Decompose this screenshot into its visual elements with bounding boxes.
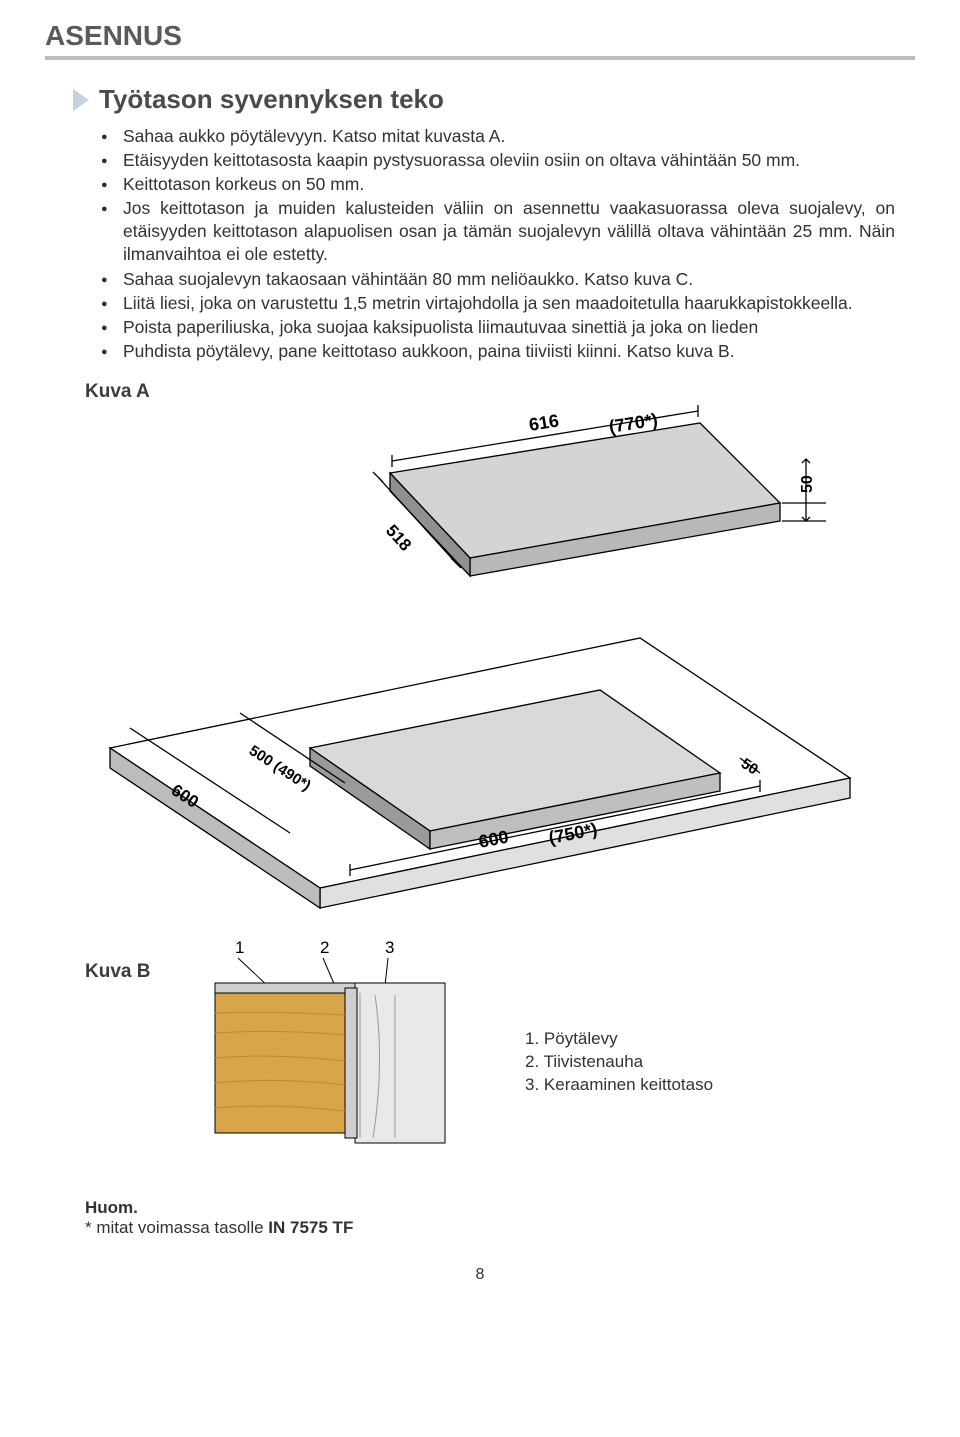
bullet-item: ●Poista paperiliuska, joka suojaa kaksip…	[101, 316, 895, 339]
bullet-dot-icon: ●	[101, 197, 123, 266]
dim-518: 518	[382, 521, 415, 555]
figure-b-label: Kuva B	[85, 933, 185, 1168]
bullet-text: Poista paperiliuska, joka suojaa kaksipu…	[123, 316, 895, 339]
bullet-item: ●Puhdista pöytälevy, pane keittotaso auk…	[101, 340, 895, 363]
bullet-item: ●Keittotason korkeus on 50 mm.	[101, 173, 895, 196]
bullet-text: Liitä liesi, joka on varustettu 1,5 metr…	[123, 292, 895, 315]
bullet-dot-icon: ●	[101, 173, 123, 196]
legend-item: 3. Keraaminen keittotaso	[525, 1074, 713, 1097]
bullet-text: Jos keittotason ja muiden kalusteiden vä…	[123, 197, 895, 266]
divider	[45, 56, 915, 60]
callout-3: 3	[385, 938, 394, 957]
bullet-item: ●Liitä liesi, joka on varustettu 1,5 met…	[101, 292, 895, 315]
diagram-b: 1 2 3	[185, 933, 475, 1168]
bullet-item: ●Sahaa suojalevyn takaosaan vähintään 80…	[101, 268, 895, 291]
bullet-dot-icon: ●	[101, 149, 123, 172]
arrow-icon	[73, 89, 89, 111]
bullet-item: ●Jos keittotason ja muiden kalusteiden v…	[101, 197, 895, 266]
callout-1: 1	[235, 938, 244, 957]
note-body: * mitat voimassa tasolle IN 7575 TF	[85, 1218, 915, 1238]
bullet-dot-icon: ●	[101, 268, 123, 291]
section-title: ASENNUS	[45, 20, 915, 52]
dim-616: 616	[527, 410, 560, 434]
bullet-dot-icon: ●	[101, 125, 123, 148]
bullet-text: Keittotason korkeus on 50 mm.	[123, 173, 895, 196]
bullet-item: ●Sahaa aukko pöytälevyyn. Katso mitat ku…	[101, 125, 895, 148]
sub-title: Työtason syvennyksen teko	[99, 84, 444, 115]
bullet-dot-icon: ●	[101, 292, 123, 315]
page-number: 8	[45, 1266, 915, 1284]
note-title: Huom.	[85, 1198, 915, 1218]
bullet-text: Puhdista pöytälevy, pane keittotaso aukk…	[123, 340, 895, 363]
bullet-dot-icon: ●	[101, 340, 123, 363]
bullet-text: Sahaa aukko pöytälevyyn. Katso mitat kuv…	[123, 125, 895, 148]
legend-item: 1. Pöytälevy	[525, 1028, 713, 1051]
dim-50a: 50	[799, 475, 816, 493]
legend-item: 2. Tiivistenauha	[525, 1051, 713, 1074]
callout-2: 2	[320, 938, 329, 957]
bullet-item: ●Etäisyyden keittotasosta kaapin pystysu…	[101, 149, 895, 172]
bullet-dot-icon: ●	[101, 316, 123, 339]
bullet-text: Etäisyyden keittotasosta kaapin pystysuo…	[123, 149, 895, 172]
bullet-text: Sahaa suojalevyn takaosaan vähintään 80 …	[123, 268, 895, 291]
diagram-a: 616 (770*) 518 50	[45, 393, 915, 923]
